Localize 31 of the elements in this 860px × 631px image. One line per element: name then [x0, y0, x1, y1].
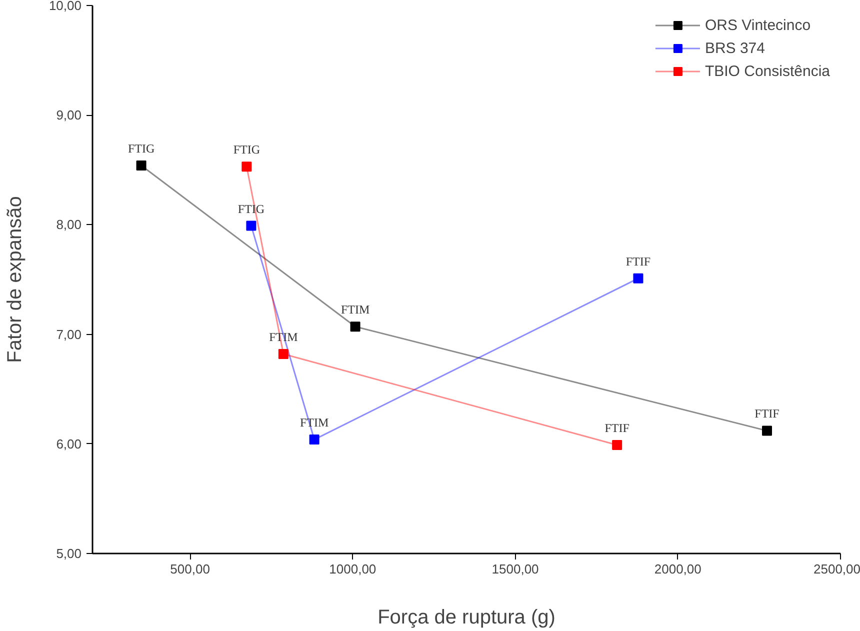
annotation: FTIF	[626, 254, 651, 268]
point	[633, 273, 644, 284]
legend-label: TBIO Consistência	[704, 62, 830, 80]
y-tick-label: 8,00	[56, 217, 82, 232]
point	[246, 220, 256, 231]
point	[350, 322, 360, 332]
legend-label: BRS 374	[704, 40, 765, 56]
point	[278, 349, 288, 360]
annotation: FTIM	[340, 302, 370, 317]
point	[136, 160, 146, 171]
point	[762, 426, 772, 436]
y-tick-label: 10,00	[48, 0, 82, 13]
x-tick-label: 2500,00	[814, 562, 860, 576]
legend-label: ORS Vintecinco	[704, 16, 811, 34]
x-tick-label: 2000,00	[654, 562, 702, 576]
x-tick-label: 1500,00	[492, 562, 539, 576]
y-tick-label: 9,00	[56, 108, 82, 123]
x-tick-label: 1000,00	[329, 562, 376, 576]
point	[242, 162, 252, 172]
annotation: FTIG	[233, 142, 260, 157]
annotation: FTIF	[754, 406, 780, 421]
point	[309, 434, 320, 445]
x-axis-title: Força de ruptura (g)	[378, 606, 556, 628]
y-tick-label: 7,00	[56, 326, 82, 342]
y-tick-label: 6,00	[56, 436, 82, 452]
annotation: FTIF	[604, 420, 630, 435]
x-tick-label: 500,00	[170, 562, 210, 576]
y-tick-label: 5,00	[56, 546, 82, 561]
point	[612, 440, 622, 450]
annotation: FTIG	[128, 142, 155, 156]
y-axis-title: Fator de expansão	[4, 196, 26, 363]
